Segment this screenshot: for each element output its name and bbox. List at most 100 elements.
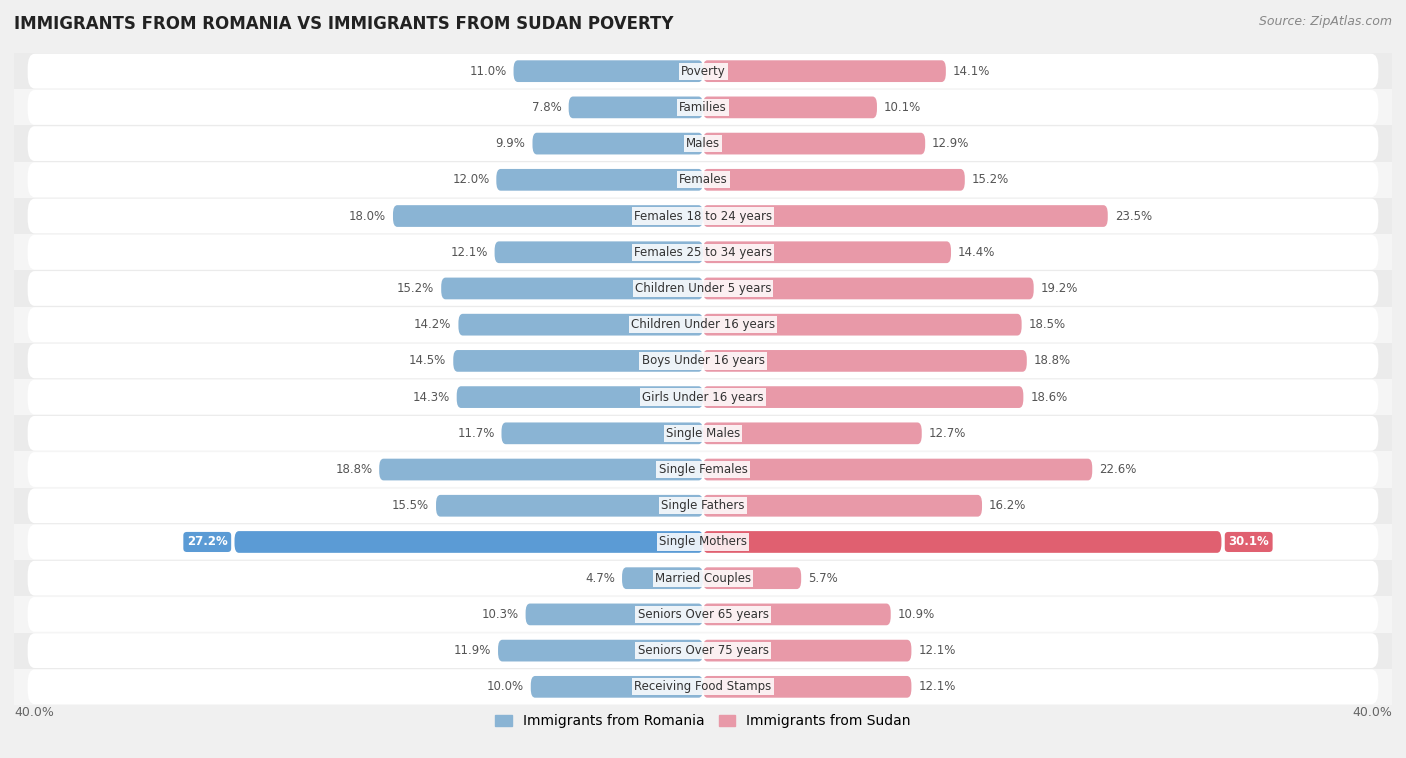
FancyBboxPatch shape — [28, 597, 1378, 631]
Text: 14.5%: 14.5% — [409, 355, 446, 368]
Text: Seniors Over 65 years: Seniors Over 65 years — [637, 608, 769, 621]
FancyBboxPatch shape — [28, 416, 1378, 451]
Bar — [14, 632, 1392, 669]
FancyBboxPatch shape — [28, 380, 1378, 415]
Text: Receiving Food Stamps: Receiving Food Stamps — [634, 681, 772, 694]
Text: Females 18 to 24 years: Females 18 to 24 years — [634, 209, 772, 223]
FancyBboxPatch shape — [703, 133, 925, 155]
FancyBboxPatch shape — [28, 561, 1378, 596]
Text: 40.0%: 40.0% — [14, 706, 53, 719]
Text: 18.8%: 18.8% — [1033, 355, 1071, 368]
Text: 12.1%: 12.1% — [450, 246, 488, 258]
Text: 7.8%: 7.8% — [531, 101, 562, 114]
Text: Girls Under 16 years: Girls Under 16 years — [643, 390, 763, 403]
Text: 19.2%: 19.2% — [1040, 282, 1078, 295]
FancyBboxPatch shape — [502, 422, 703, 444]
Text: 12.9%: 12.9% — [932, 137, 970, 150]
FancyBboxPatch shape — [380, 459, 703, 481]
Text: 27.2%: 27.2% — [187, 535, 228, 549]
Text: 40.0%: 40.0% — [1353, 706, 1392, 719]
Text: Children Under 16 years: Children Under 16 years — [631, 318, 775, 331]
FancyBboxPatch shape — [458, 314, 703, 336]
Text: Boys Under 16 years: Boys Under 16 years — [641, 355, 765, 368]
Text: 18.6%: 18.6% — [1031, 390, 1067, 403]
FancyBboxPatch shape — [703, 277, 1033, 299]
Text: Single Fathers: Single Fathers — [661, 500, 745, 512]
Text: 18.5%: 18.5% — [1029, 318, 1066, 331]
FancyBboxPatch shape — [703, 495, 981, 517]
FancyBboxPatch shape — [533, 133, 703, 155]
FancyBboxPatch shape — [495, 241, 703, 263]
Text: 9.9%: 9.9% — [496, 137, 526, 150]
FancyBboxPatch shape — [703, 169, 965, 191]
FancyBboxPatch shape — [28, 633, 1378, 668]
FancyBboxPatch shape — [28, 90, 1378, 125]
Text: Seniors Over 75 years: Seniors Over 75 years — [637, 644, 769, 657]
FancyBboxPatch shape — [28, 235, 1378, 270]
Text: 16.2%: 16.2% — [988, 500, 1026, 512]
Text: 10.1%: 10.1% — [884, 101, 921, 114]
Text: 22.6%: 22.6% — [1099, 463, 1136, 476]
Text: 18.8%: 18.8% — [335, 463, 373, 476]
FancyBboxPatch shape — [28, 525, 1378, 559]
Bar — [14, 669, 1392, 705]
FancyBboxPatch shape — [703, 205, 1108, 227]
Text: 5.7%: 5.7% — [808, 572, 838, 584]
FancyBboxPatch shape — [526, 603, 703, 625]
Text: 12.7%: 12.7% — [928, 427, 966, 440]
Text: 23.5%: 23.5% — [1115, 209, 1152, 223]
Bar — [14, 306, 1392, 343]
Text: Children Under 5 years: Children Under 5 years — [634, 282, 772, 295]
Bar — [14, 597, 1392, 632]
FancyBboxPatch shape — [235, 531, 703, 553]
Text: 14.2%: 14.2% — [415, 318, 451, 331]
Bar — [14, 452, 1392, 487]
FancyBboxPatch shape — [703, 241, 950, 263]
Text: Married Couples: Married Couples — [655, 572, 751, 584]
FancyBboxPatch shape — [28, 343, 1378, 378]
Bar — [14, 89, 1392, 126]
FancyBboxPatch shape — [568, 96, 703, 118]
Bar — [14, 524, 1392, 560]
Text: 10.0%: 10.0% — [486, 681, 524, 694]
FancyBboxPatch shape — [703, 603, 891, 625]
FancyBboxPatch shape — [703, 567, 801, 589]
Text: Single Mothers: Single Mothers — [659, 535, 747, 549]
Bar — [14, 161, 1392, 198]
FancyBboxPatch shape — [703, 350, 1026, 371]
Text: 15.5%: 15.5% — [392, 500, 429, 512]
Text: 30.1%: 30.1% — [1229, 535, 1270, 549]
FancyBboxPatch shape — [28, 199, 1378, 233]
Text: Source: ZipAtlas.com: Source: ZipAtlas.com — [1258, 15, 1392, 28]
Text: 14.3%: 14.3% — [412, 390, 450, 403]
Text: 11.0%: 11.0% — [470, 64, 506, 77]
FancyBboxPatch shape — [703, 96, 877, 118]
Bar — [14, 234, 1392, 271]
Text: Males: Males — [686, 137, 720, 150]
FancyBboxPatch shape — [441, 277, 703, 299]
FancyBboxPatch shape — [28, 307, 1378, 342]
Bar — [14, 198, 1392, 234]
FancyBboxPatch shape — [28, 669, 1378, 704]
FancyBboxPatch shape — [703, 422, 922, 444]
Text: Families: Families — [679, 101, 727, 114]
Text: 4.7%: 4.7% — [585, 572, 616, 584]
Bar — [14, 271, 1392, 306]
FancyBboxPatch shape — [436, 495, 703, 517]
Text: 11.7%: 11.7% — [457, 427, 495, 440]
FancyBboxPatch shape — [457, 387, 703, 408]
Bar — [14, 415, 1392, 452]
Text: 14.4%: 14.4% — [957, 246, 995, 258]
Text: 18.0%: 18.0% — [349, 209, 387, 223]
Text: 10.9%: 10.9% — [897, 608, 935, 621]
FancyBboxPatch shape — [28, 271, 1378, 305]
Text: 12.1%: 12.1% — [918, 644, 956, 657]
FancyBboxPatch shape — [703, 459, 1092, 481]
Text: 12.0%: 12.0% — [453, 174, 489, 186]
Bar — [14, 53, 1392, 89]
FancyBboxPatch shape — [703, 314, 1022, 336]
FancyBboxPatch shape — [28, 488, 1378, 523]
FancyBboxPatch shape — [531, 676, 703, 697]
FancyBboxPatch shape — [28, 453, 1378, 487]
FancyBboxPatch shape — [453, 350, 703, 371]
